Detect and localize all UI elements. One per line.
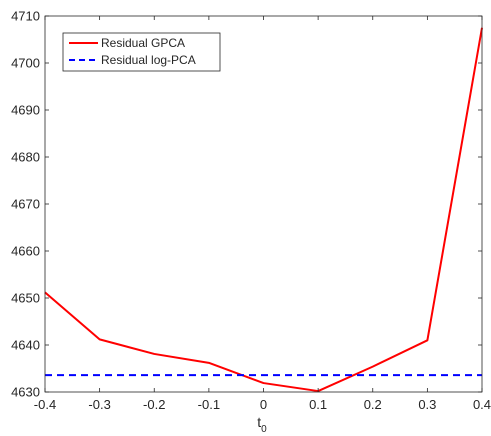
x-tick-label: 0.2 [364,397,382,412]
series-layer [44,27,483,393]
ticks-layer: -0.4 -0.3 -0.2 -0.1 0 0.1 0.2 0.3 0.4 4630 4640 465… [11,9,491,413]
y-tick-label: 4630 [11,385,40,400]
y-tick-label: 4650 [11,291,40,306]
x-tick-label: -0.2 [143,397,165,412]
y-tick-label: 4700 [11,56,40,71]
x-tick-label: -0.3 [88,397,110,412]
x-tick-label: -0.1 [198,397,220,412]
series-line-0 [44,27,483,393]
y-tick-label: 4680 [11,150,40,165]
y-tick-label: 4690 [11,103,40,118]
x-tick-label: 0.3 [418,397,436,412]
x-tick-label: 0.1 [309,397,327,412]
y-tick-label: 4670 [11,197,40,212]
x-tick-label: 0.4 [473,397,491,412]
legend-label-log-pca: Residual log-PCA [101,53,196,67]
plot-area [45,16,482,392]
x-tick-label: -0.4 [34,397,56,412]
legend-box [62,32,221,72]
legend-label-gpca: Residual GPCA [101,36,185,50]
y-tick-label: 4660 [11,244,40,259]
x-axis-label: t0 [257,414,267,435]
y-tick-label: 4710 [11,9,40,24]
legend: Residual GPCA Residual log-PCA [62,32,221,72]
y-tick-label: 4640 [11,338,40,353]
x-tick-label: 0 [260,397,267,412]
